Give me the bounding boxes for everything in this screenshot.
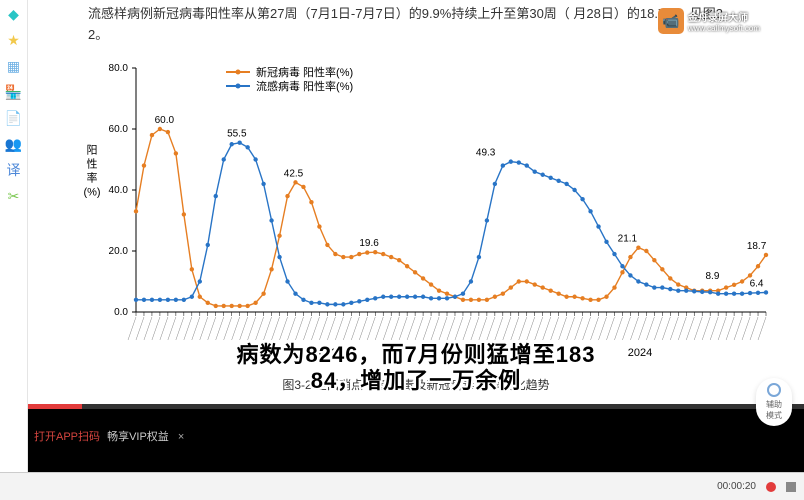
calendar-icon[interactable]: ▦ xyxy=(4,56,24,76)
promo-grey-text: 畅享VIP权益 xyxy=(107,431,169,443)
scissors-icon[interactable]: ✂ xyxy=(4,186,24,206)
video-progress-fill xyxy=(28,404,82,409)
video-control-bar: 打开APP扫码 畅享VIP权益 × xyxy=(28,404,804,472)
positivity-rate-chart: 0.020.040.060.080.0阳性率(%)20232024新冠病毒 阳性… xyxy=(78,58,778,368)
document-viewport: 流感样病例新冠病毒阳性率从第27周（7月1日-7月7日）的9.9%持续上升至第3… xyxy=(28,0,804,472)
assist-icon xyxy=(767,383,781,397)
star-icon[interactable]: ★ xyxy=(4,30,24,50)
body-paragraph: 流感样病例新冠病毒阳性率从第27周（7月1日-7月7日）的9.9%持续上升至第3… xyxy=(88,4,744,46)
svg-text:阳: 阳 xyxy=(87,143,98,156)
svg-text:55.5: 55.5 xyxy=(227,129,247,140)
svg-text:18.7: 18.7 xyxy=(747,241,767,252)
svg-text:20.0: 20.0 xyxy=(109,246,129,257)
watermark-title: 金舟录屏大师 xyxy=(688,9,760,24)
record-timer: 00:00:20 xyxy=(717,481,756,492)
svg-text:40.0: 40.0 xyxy=(109,185,129,196)
promo-red-text: 打开APP扫码 xyxy=(34,431,100,443)
svg-text:49.3: 49.3 xyxy=(476,148,496,159)
translate-icon[interactable]: 译 xyxy=(4,160,24,180)
stop-button[interactable] xyxy=(786,482,796,492)
svg-text:21.1: 21.1 xyxy=(618,234,638,245)
video-progress-track[interactable] xyxy=(28,404,804,409)
watermark-url: www.callmysoft.com xyxy=(688,24,760,33)
assist-label-1: 辅助 xyxy=(766,399,782,410)
logo-icon[interactable]: ◆ xyxy=(4,4,24,24)
svg-text:8.9: 8.9 xyxy=(705,271,719,282)
svg-text:流感病毒 阳性率(%): 流感病毒 阳性率(%) xyxy=(256,79,353,93)
recorder-logo-icon: 📹 xyxy=(658,8,684,34)
video-subtitle: 病数为8246，而7月份则猛增至183 84，增加了一万余例 xyxy=(28,342,804,395)
people-icon[interactable]: 👥 xyxy=(4,134,24,154)
assist-label-2: 模式 xyxy=(766,410,782,421)
record-button[interactable] xyxy=(766,482,776,492)
chart-container: 0.020.040.060.080.0阳性率(%)20232024新冠病毒 阳性… xyxy=(78,58,778,368)
svg-text:(%): (%) xyxy=(83,186,100,198)
svg-text:42.5: 42.5 xyxy=(284,168,304,179)
taskbar: 00:00:20 xyxy=(0,472,804,500)
svg-text:19.6: 19.6 xyxy=(359,238,379,249)
svg-text:率: 率 xyxy=(87,170,98,184)
svg-text:60.0: 60.0 xyxy=(109,124,129,135)
vip-promo[interactable]: 打开APP扫码 畅享VIP权益 × xyxy=(34,428,184,444)
shop-icon[interactable]: 🏪 xyxy=(4,82,24,102)
svg-text:新冠病毒 阳性率(%): 新冠病毒 阳性率(%) xyxy=(256,65,353,79)
svg-text:60.0: 60.0 xyxy=(155,115,175,126)
svg-text:性: 性 xyxy=(87,156,98,170)
svg-text:0.0: 0.0 xyxy=(114,307,128,318)
doc-icon[interactable]: 📄 xyxy=(4,108,24,128)
svg-text:80.0: 80.0 xyxy=(109,63,129,74)
promo-close-icon[interactable]: × xyxy=(178,431,184,443)
assist-mode-button[interactable]: 辅助 模式 xyxy=(756,378,792,426)
svg-text:6.4: 6.4 xyxy=(750,278,764,289)
recorder-watermark: 📹 金舟录屏大师 www.callmysoft.com xyxy=(658,6,798,36)
left-sidebar: ◆ ★ ▦ 🏪 📄 👥 译 ✂ xyxy=(0,0,28,500)
